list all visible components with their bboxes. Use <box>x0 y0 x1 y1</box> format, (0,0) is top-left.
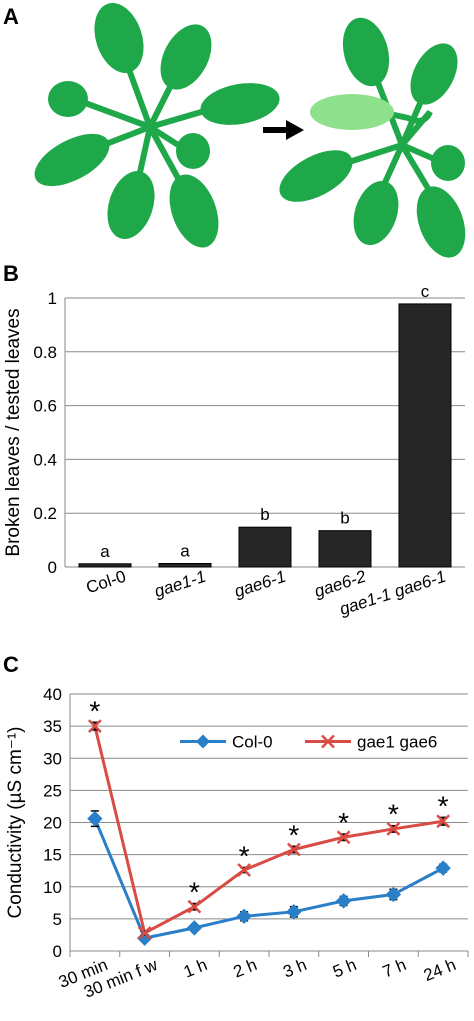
panel-c-letter: C <box>3 652 19 677</box>
y-axis-label: Broken leaves / tested leaves <box>3 308 24 556</box>
y-tick-label: 10 <box>43 878 62 897</box>
x-category-label: gae1-1 <box>152 567 208 601</box>
legend-item: Col-0 <box>180 733 273 752</box>
data-point <box>87 719 102 734</box>
legend-item: gae1 gae6 <box>305 733 437 752</box>
y-tick-label: 25 <box>43 781 62 800</box>
data-point <box>87 810 103 827</box>
y-tick-label: 0.6 <box>33 397 57 416</box>
legend: Col-0 gae1 gae6 <box>180 733 437 752</box>
bar <box>318 530 372 568</box>
data-point <box>286 904 302 920</box>
series-line <box>93 725 444 936</box>
y-tick-label: 0.8 <box>33 343 57 362</box>
x-category-label: 5 h <box>330 955 359 981</box>
y-tick-label: 0.4 <box>33 450 57 469</box>
significance-star: * <box>189 876 200 907</box>
rosette-intact-leaves <box>34 3 280 248</box>
significance-star: * <box>338 807 349 838</box>
y-tick-label: 0.2 <box>33 504 57 523</box>
y-tick-label: 5 <box>53 910 62 929</box>
significance-label: c <box>421 282 430 301</box>
legend-label: Col-0 <box>232 733 273 752</box>
broken-leaf <box>310 94 394 130</box>
y-tick-label: 20 <box>43 814 62 833</box>
data-point <box>336 830 351 845</box>
data-point <box>237 863 252 877</box>
y-axis-label: Conductivity (µS cm⁻¹) <box>5 726 26 918</box>
x-category-label: 24 h <box>421 955 459 985</box>
x-category-label: 2 h <box>231 955 260 981</box>
y-tick-label: 0 <box>53 942 62 961</box>
x-category-label: Col-0 <box>84 567 129 598</box>
arrow-right-icon <box>263 120 304 140</box>
rosette-broken-leaves <box>279 17 466 258</box>
x-category-label: 1 h <box>181 955 210 981</box>
significance-star: * <box>388 799 399 830</box>
data-point <box>236 908 252 925</box>
data-point <box>187 899 202 914</box>
significance-label: b <box>260 505 269 524</box>
bar <box>398 303 452 568</box>
significance-star: * <box>89 695 100 726</box>
data-point <box>286 842 301 857</box>
y-tick-label: 15 <box>43 846 62 865</box>
x-category-label: 3 h <box>280 955 309 981</box>
y-tick-label: 1 <box>48 289 57 308</box>
panel-b-letter: B <box>3 261 19 286</box>
data-point <box>386 822 401 836</box>
bar <box>238 526 292 568</box>
rosette-broken <box>279 17 466 258</box>
bar <box>158 563 212 568</box>
data-point <box>137 926 152 940</box>
significance-star: * <box>438 790 449 821</box>
significance-star: * <box>288 819 299 850</box>
panel-a-letter: A <box>3 4 19 29</box>
data-point <box>186 920 203 936</box>
y-tick-label: 35 <box>43 717 62 736</box>
significance-label: a <box>180 542 190 561</box>
significance-label: a <box>100 542 110 561</box>
significance-star: * <box>239 840 250 871</box>
legend-label: gae1 gae6 <box>357 733 437 752</box>
bar-chart: 00.20.40.60.81aCol-0agae1-1bgae6-1bgae6-… <box>3 282 465 619</box>
data-point <box>335 893 352 909</box>
rosette-intact-stems <box>67 42 228 203</box>
x-category-label: 7 h <box>380 955 409 981</box>
significance-label: b <box>340 509 349 528</box>
x-category-label: gae6-1 <box>232 567 288 601</box>
rosette-intact <box>34 3 280 248</box>
y-tick-label: 0 <box>48 558 57 577</box>
data-point <box>435 860 451 876</box>
y-tick-label: 40 <box>43 685 62 704</box>
data-point <box>436 814 451 829</box>
y-tick-label: 30 <box>43 749 62 768</box>
series-line <box>93 818 444 940</box>
bar <box>78 563 132 568</box>
data-point <box>385 886 402 903</box>
